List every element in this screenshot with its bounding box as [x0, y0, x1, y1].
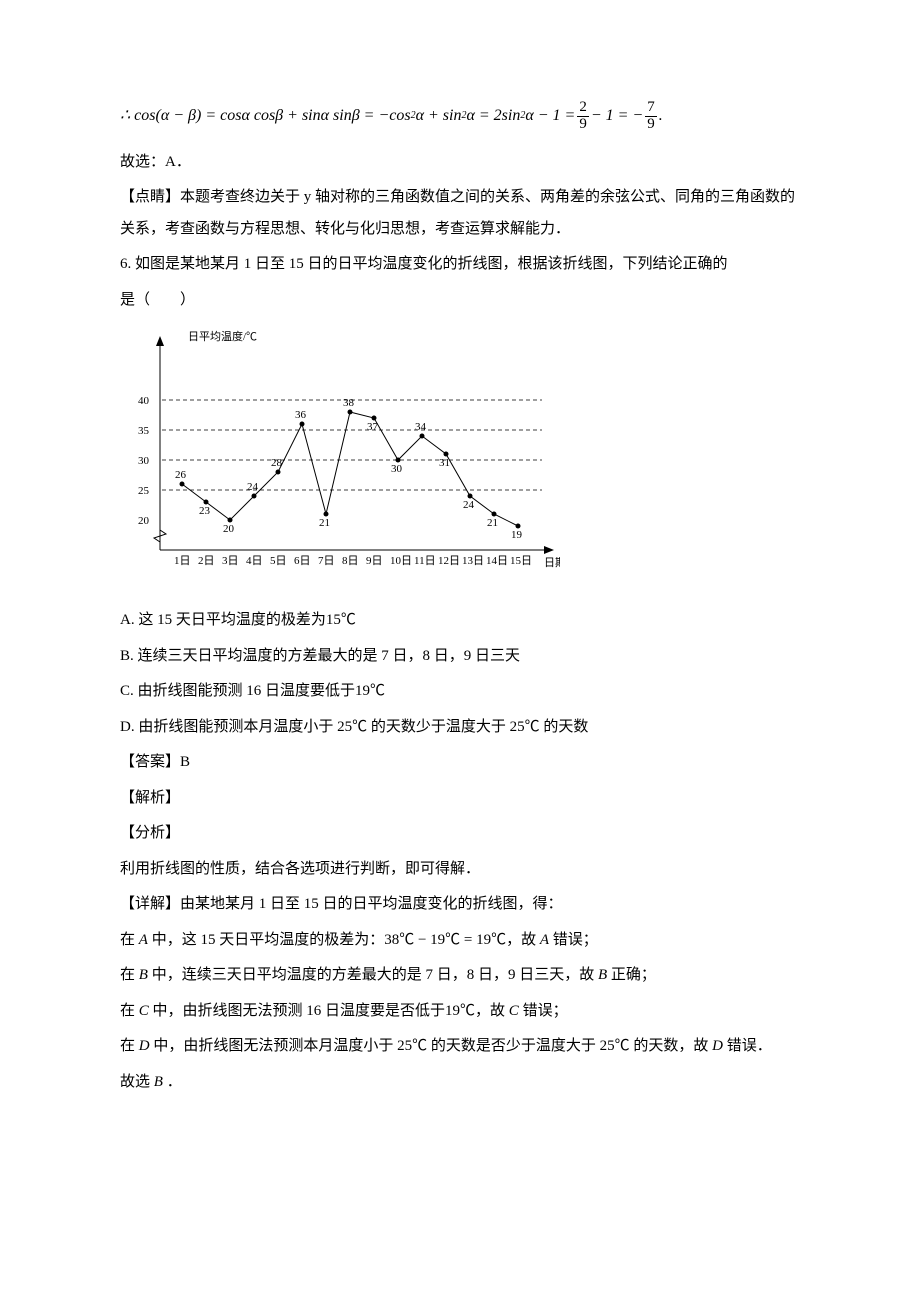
detail-b: 在 B 中，连续三天日平均温度的方差最大的是 7 日，8 日，9 日三天，故 B…: [120, 960, 800, 992]
svg-text:20: 20: [223, 523, 235, 535]
option-a: A. 这 15 天日平均温度的极差为15℃: [120, 605, 800, 637]
formula-period: .: [659, 100, 663, 132]
jiexi: 【解析】: [120, 783, 800, 815]
svg-text:10日: 10日: [390, 555, 412, 567]
svg-text:24: 24: [463, 499, 475, 511]
svg-text:3日: 3日: [222, 555, 239, 567]
svg-text:19: 19: [511, 529, 523, 541]
option-c: C. 由折线图能预测 16 日温度要低于19℃: [120, 676, 800, 708]
svg-text:24: 24: [247, 481, 259, 493]
answer-a: 故选：A．: [120, 147, 800, 179]
frac1-den: 9: [577, 117, 589, 133]
svg-text:26: 26: [175, 469, 187, 481]
frac2-den: 9: [645, 117, 657, 133]
detail-c: 在 C 中，由折线图无法预测 16 日温度要是否低于19℃，故 C 错误；: [120, 996, 800, 1028]
q6-intro-2: 是（ ）: [120, 285, 800, 317]
temperature-chart-svg: 日平均温度/℃ 20 25 30 35 40 1日 2日 3日 4日 5日 6日 7日 8日 9日 10日11…: [120, 322, 560, 582]
svg-text:9日: 9日: [366, 555, 383, 567]
dianjing-text: 【点睛】本题考查终边关于 y 轴对称的三角函数值之间的关系、两角差的余弦公式、同…: [120, 189, 795, 237]
formula-mid1: α + sin: [416, 100, 462, 132]
detail-d-text: 在 D 中，由折线图无法预测本月温度小于 25℃ 的天数是否少于温度大于 25℃…: [120, 1038, 772, 1054]
svg-text:7日: 7日: [318, 555, 335, 567]
option-b: B. 连续三天日平均温度的方差最大的是 7 日，8 日，9 日三天: [120, 641, 800, 673]
svg-text:5日: 5日: [270, 555, 287, 567]
svg-text:30: 30: [138, 455, 150, 467]
frac2-num: 7: [645, 100, 657, 117]
svg-text:30: 30: [391, 463, 403, 475]
svg-text:31: 31: [439, 457, 450, 469]
fenxi: 【分析】: [120, 818, 800, 850]
svg-text:1日: 1日: [174, 555, 191, 567]
option-c-text: 由折线图能预测 16 日温度要低于19℃: [138, 683, 386, 699]
svg-text:15日: 15日: [510, 555, 532, 567]
option-b-text: 连续三天日平均温度的方差最大的是 7 日，8 日，9 日三天: [138, 648, 521, 664]
svg-text:2日: 2日: [198, 555, 215, 567]
svg-text:40: 40: [138, 395, 150, 407]
formula-minus-one: − 1 = −: [591, 100, 643, 132]
svg-text:日期: 日期: [544, 556, 560, 569]
option-d: D. 由折线图能预测本月温度小于 25℃ 的天数少于温度大于 25℃ 的天数: [120, 712, 800, 744]
svg-text:6日: 6日: [294, 555, 311, 567]
temperature-chart: 日平均温度/℃ 20 25 30 35 40 1日 2日 3日 4日 5日 6日 7日 8日 9日 10日11…: [120, 322, 800, 593]
answer: 【答案】B: [120, 747, 800, 779]
detail-b-text: 在 B 中，连续三天日平均温度的方差最大的是 7 日，8 日，9 日三天，故 B…: [120, 967, 656, 983]
svg-text:8日: 8日: [342, 555, 359, 567]
svg-text:25: 25: [138, 485, 150, 497]
conclusion: 故选 B ．: [120, 1067, 800, 1099]
detail-a-text: 在 A 中，这 15 天日平均温度的极差为：38℃ − 19℃ = 19℃，故 …: [120, 932, 598, 948]
dianjing: 【点睛】本题考查终边关于 y 轴对称的三角函数值之间的关系、两角差的余弦公式、同…: [120, 182, 800, 245]
svg-text:36: 36: [295, 409, 307, 421]
formula-frac2: 7 9: [645, 100, 657, 133]
svg-text:23: 23: [199, 505, 211, 517]
formula-frac1: 2 9: [577, 100, 589, 133]
svg-text:12日: 12日: [438, 555, 460, 567]
svg-text:37: 37: [367, 421, 379, 433]
svg-text:28: 28: [271, 457, 283, 469]
svg-text:14日: 14日: [486, 555, 508, 567]
svg-text:38: 38: [343, 397, 355, 409]
svg-text:35: 35: [138, 425, 150, 437]
option-d-text: 由折线图能预测本月温度小于 25℃ 的天数少于温度大于 25℃ 的天数: [138, 719, 588, 735]
svg-text:21: 21: [487, 517, 498, 529]
svg-text:11日: 11日: [414, 555, 436, 567]
svg-text:13日: 13日: [462, 555, 484, 567]
formula-mid3: α − 1 =: [525, 100, 575, 132]
svg-text:4日: 4日: [246, 555, 263, 567]
svg-text:21: 21: [319, 517, 330, 529]
frac1-num: 2: [577, 100, 589, 117]
detail-c-text: 在 C 中，由折线图无法预测 16 日温度要是否低于19℃，故 C 错误；: [120, 1003, 568, 1019]
q6-intro-1: 6. 如图是某地某月 1 日至 15 日的日平均温度变化的折线图，根据该折线图，…: [120, 249, 800, 281]
svg-text:日平均温度/℃: 日平均温度/℃: [188, 329, 257, 343]
option-a-text: 这 15 天日平均温度的极差为15℃: [138, 612, 356, 628]
formula-prefix: ∴ cos(α − β) = cosα cosβ + sinα sinβ = −…: [120, 100, 411, 132]
detail-intro: 【详解】由某地某月 1 日至 15 日的日平均温度变化的折线图，得：: [120, 889, 800, 921]
page-root: ∴ cos(α − β) = cosα cosβ + sinα sinβ = −…: [0, 0, 920, 1162]
svg-text:20: 20: [138, 515, 150, 527]
detail-a: 在 A 中，这 15 天日平均温度的极差为：38℃ − 19℃ = 19℃，故 …: [120, 925, 800, 957]
svg-text:34: 34: [415, 421, 427, 433]
formula-line: ∴ cos(α − β) = cosα cosβ + sinα sinβ = −…: [120, 100, 800, 133]
detail-d: 在 D 中，由折线图无法预测本月温度小于 25℃ 的天数是否少于温度大于 25℃…: [120, 1031, 800, 1063]
formula-mid2: α = 2sin: [466, 100, 520, 132]
fenxi-body: 利用折线图的性质，结合各选项进行判断，即可得解．: [120, 854, 800, 886]
